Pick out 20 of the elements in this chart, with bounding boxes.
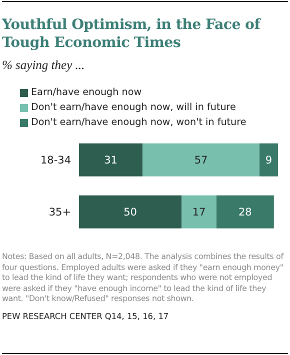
data-label: 50 (124, 206, 137, 219)
data-label: 17 (192, 206, 206, 219)
data-label: 28 (238, 206, 252, 219)
bar (79, 143, 143, 176)
data-label: 31 (104, 154, 118, 167)
bar (260, 143, 278, 176)
chart-subtitle: % saying they ... (1, 57, 86, 73)
text: PEW RESEARCH CENTER Q14, 15, 16, 17 (1, 310, 170, 320)
legend-label: Earn/have enough now (31, 87, 142, 98)
data-label: 9 (265, 154, 272, 167)
bar (182, 195, 216, 228)
legend-label: Don't earn/have enough now, won't in future (31, 117, 246, 128)
y-tick-label: 18-34 (40, 154, 72, 167)
data-label: 57 (194, 154, 208, 167)
bar (216, 195, 274, 228)
bar (79, 195, 182, 228)
bar (142, 143, 260, 176)
y-tick-label: 35+ (48, 206, 71, 219)
chart-title: Youthful Optimism, in the Face of Tough Economic Times (0, 16, 262, 52)
legend-label: Don't earn/have enough now, will in future (31, 102, 236, 113)
